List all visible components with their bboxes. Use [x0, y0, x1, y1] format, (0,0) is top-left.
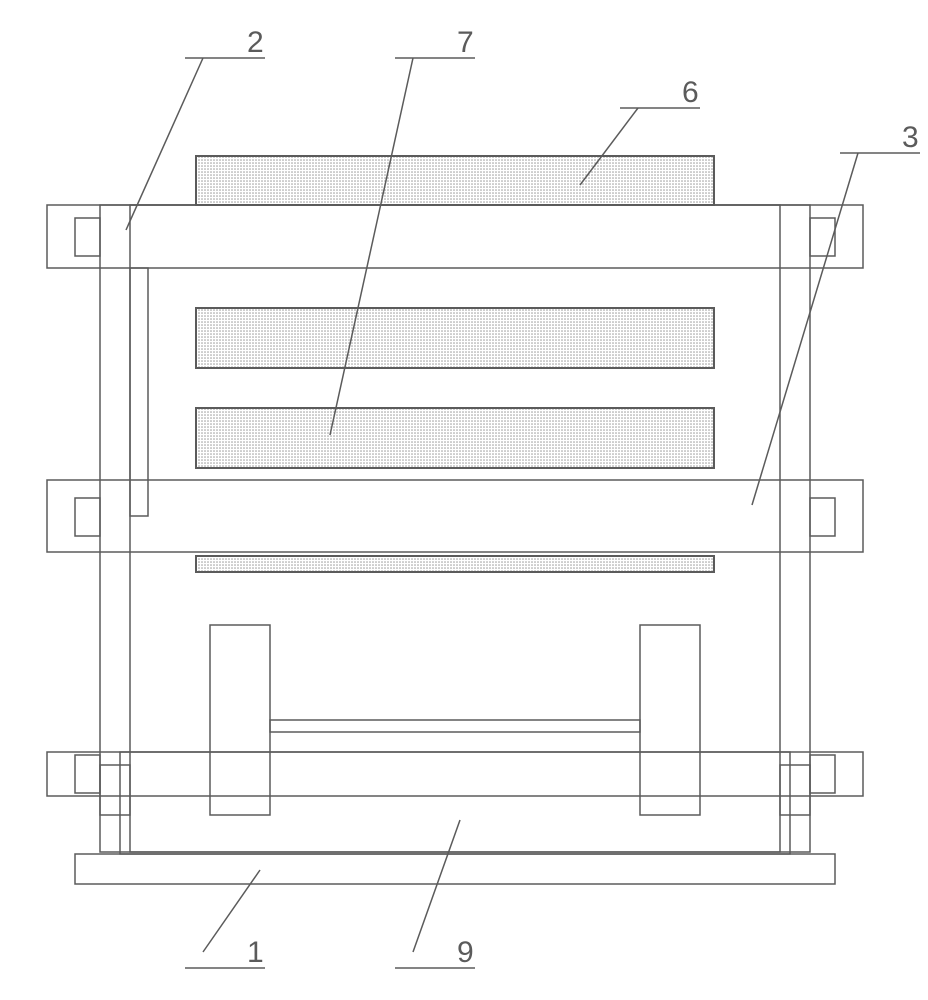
- diagram-stage: 2 7 6 3 1 9: [0, 0, 928, 1000]
- leader-2: [126, 58, 203, 230]
- outer-frame: [100, 205, 810, 852]
- svg-text:6: 6: [682, 76, 699, 109]
- panel-d: [196, 556, 714, 572]
- leader-7: [330, 58, 413, 435]
- base-plate: [75, 854, 835, 884]
- svg-text:1: 1: [247, 936, 264, 969]
- tab-mid-r: [810, 498, 835, 536]
- tab-bot-r: [810, 755, 835, 793]
- leader-3: [752, 153, 858, 505]
- col-bar: [270, 720, 640, 732]
- tab-mid-l: [75, 498, 100, 536]
- tab-bot-l: [75, 755, 100, 793]
- tab-top-l: [75, 218, 100, 256]
- slot-l: [100, 765, 130, 815]
- slot-r: [780, 765, 810, 815]
- label-7: 7: [395, 26, 475, 59]
- label-9: 9: [395, 936, 475, 969]
- label-3: 3: [840, 121, 920, 154]
- leader-9: [413, 820, 460, 952]
- panel-top: [196, 156, 714, 205]
- base-inner: [120, 752, 790, 854]
- col-left: [210, 625, 270, 815]
- inner-frame: [130, 205, 780, 852]
- panel-c: [196, 408, 714, 468]
- svg-text:2: 2: [247, 26, 264, 59]
- label-1: 1: [185, 936, 265, 969]
- col-right: [640, 625, 700, 815]
- panel-b: [196, 308, 714, 368]
- inner-vertical-left: [130, 268, 148, 516]
- svg-text:9: 9: [457, 936, 474, 969]
- svg-text:7: 7: [457, 26, 474, 59]
- diagram-svg: 2 7 6 3 1 9: [0, 0, 928, 1000]
- svg-text:3: 3: [902, 121, 919, 154]
- tab-top-r: [810, 218, 835, 256]
- bar-bot: [47, 752, 863, 796]
- bar-top: [47, 205, 863, 268]
- bar-mid: [47, 480, 863, 552]
- label-6: 6: [620, 76, 700, 109]
- label-2: 2: [185, 26, 265, 59]
